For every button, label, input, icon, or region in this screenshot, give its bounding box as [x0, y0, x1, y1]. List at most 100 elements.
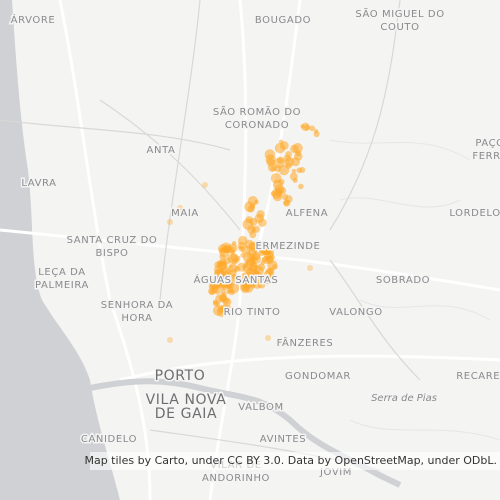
point [216, 260, 224, 267]
place-label: PAÇO [475, 138, 500, 149]
point [223, 256, 231, 265]
river [89, 378, 402, 488]
attribution: Map tiles by Carto, under CC BY 3.0. Dat… [84, 454, 497, 467]
point [236, 255, 241, 261]
point [202, 182, 208, 188]
place-label: ANDORINHO [202, 473, 270, 484]
point [246, 252, 252, 258]
point [212, 305, 224, 316]
place-label: FÂNZERES [277, 336, 334, 349]
place-label: SÃO ROMÃO DO [213, 105, 301, 118]
point [256, 210, 265, 219]
point [221, 292, 227, 298]
place-label: COUTO [380, 22, 419, 33]
point [225, 268, 231, 274]
point [260, 276, 265, 281]
point [167, 337, 173, 343]
place-label: AVINTES [260, 434, 306, 445]
point [300, 124, 305, 129]
terrain [329, 139, 500, 441]
point [242, 218, 254, 230]
place-label: MAIA [171, 208, 199, 219]
place-label: SÃO MIGUEL DO [355, 7, 444, 20]
place-label: SANTA CRUZ DO [67, 235, 158, 246]
point [240, 283, 251, 293]
place-label: RIO TINTO [224, 307, 281, 318]
place-label: BISPO [95, 248, 128, 259]
point [270, 172, 282, 184]
point [309, 125, 316, 132]
place-label: ANTA [147, 145, 176, 156]
place-label: VILA NOVA [146, 392, 227, 408]
point [233, 277, 240, 284]
point [240, 272, 250, 281]
point [231, 258, 238, 265]
place-label: ÁRVORE [11, 13, 56, 26]
place-label: SENHORA DA [101, 300, 173, 311]
point [216, 278, 221, 284]
point [262, 274, 273, 285]
point [291, 168, 297, 174]
point [267, 163, 277, 172]
point [265, 154, 276, 165]
point [307, 265, 313, 271]
place-label: ALFENA [286, 208, 328, 219]
point [279, 141, 289, 150]
place-label: ERMEZINDE [256, 241, 321, 252]
point [254, 199, 259, 205]
point [267, 267, 274, 275]
point [177, 205, 183, 211]
sea [0, 0, 120, 500]
point [244, 239, 254, 249]
place-label: DE GAIA [155, 406, 217, 422]
place-label: LORDELO [449, 208, 500, 219]
point [292, 142, 303, 154]
point [214, 289, 221, 295]
point [228, 264, 234, 269]
place-label: CORONADO [225, 120, 289, 131]
point [296, 167, 302, 174]
point [295, 150, 302, 157]
place-label: LEÇA DA [38, 267, 85, 278]
point [283, 199, 290, 206]
minor-roads [0, 0, 421, 471]
point [284, 157, 295, 167]
point [265, 335, 271, 341]
point [208, 283, 215, 290]
place-label: VALBOM [238, 402, 283, 413]
place-label: FERRE [472, 151, 500, 162]
point [265, 249, 271, 255]
point [240, 252, 246, 258]
place-label: Serra de Pias [371, 393, 437, 404]
point [237, 241, 245, 249]
point [272, 264, 278, 270]
point [262, 244, 269, 251]
point [248, 267, 253, 272]
point [217, 244, 228, 254]
attribution-bg [90, 452, 500, 470]
place-label: VALONGO [329, 307, 382, 318]
place-label: GONDOMAR [285, 371, 351, 382]
point [292, 177, 298, 184]
point [222, 297, 230, 305]
point [298, 183, 304, 190]
place-label: HORA [121, 313, 152, 324]
point [304, 124, 311, 131]
point [212, 299, 218, 305]
place-label: SOBRADO [376, 275, 430, 286]
point [243, 265, 251, 273]
density-points [167, 122, 320, 343]
place-label: LAVRA [21, 178, 56, 189]
point [226, 289, 231, 295]
place-label: BOUGADO [255, 15, 311, 26]
point [281, 193, 289, 201]
point [214, 264, 224, 275]
point [270, 191, 276, 196]
place-label: ÁGUAS SANTAS [194, 273, 279, 286]
place-label: PORTO [155, 368, 206, 384]
point [278, 164, 290, 176]
point [209, 288, 215, 295]
point [230, 250, 235, 255]
